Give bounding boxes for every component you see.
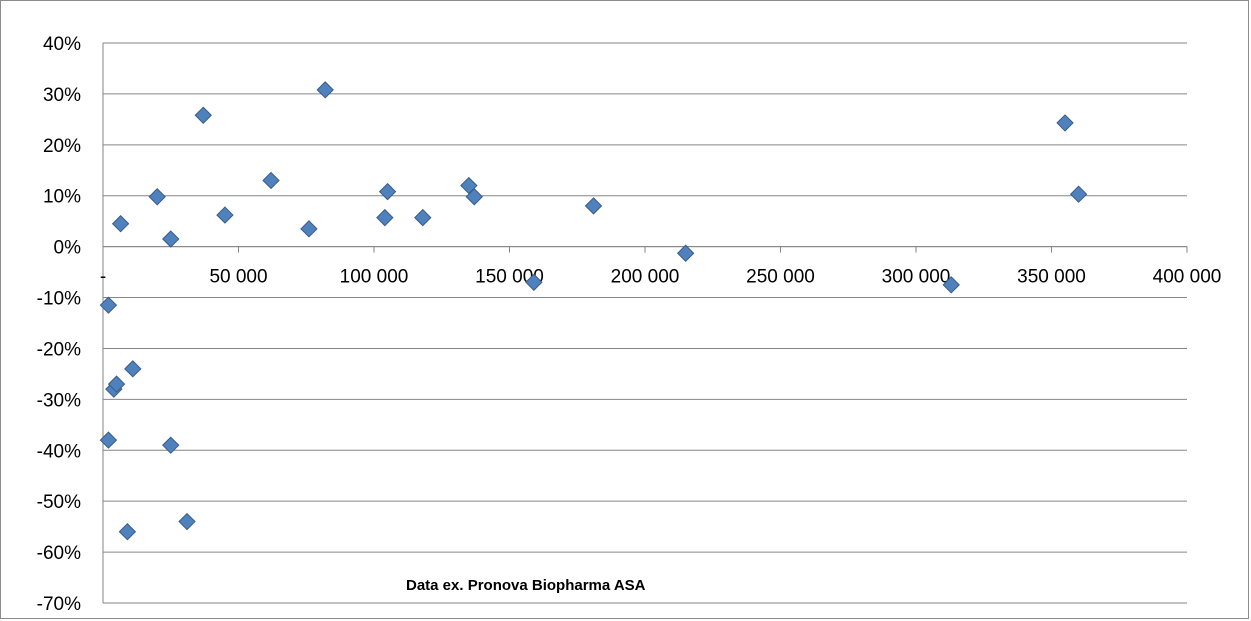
y-tick-label: 30% (43, 85, 81, 106)
data-point (300, 220, 318, 238)
data-point (148, 188, 166, 206)
x-tick-label: 250 000 (746, 267, 815, 288)
data-point (162, 230, 180, 248)
data-point (107, 375, 126, 393)
y-tick-label: -40% (37, 441, 81, 462)
data-point (676, 244, 695, 262)
data-point (316, 81, 334, 99)
data-point (194, 106, 212, 124)
y-tick-label: -60% (37, 543, 81, 564)
x-tick-label: 300 000 (882, 267, 951, 288)
data-point (216, 206, 234, 224)
y-tick-labels: 40% 30% 20% 10% 0% -10% -20% -30% -40% -50% -60% -7… (37, 34, 81, 615)
x-tick-label: 350 000 (1017, 267, 1086, 288)
gridlines (103, 42, 1187, 604)
data-point (414, 208, 432, 227)
y-tick-label: 0% (54, 238, 82, 259)
y-tick-label: -70% (37, 594, 81, 615)
x-tick-labels: -50 000 100 000 150 000 200 000 250 000 300 0… (100, 267, 1222, 288)
y-tick-label: 40% (43, 34, 81, 55)
x-tick-label: 400 000 (1153, 267, 1222, 288)
data-point (162, 436, 180, 454)
data-point (942, 276, 960, 294)
y-tick-label: -50% (37, 492, 81, 513)
axes (102, 43, 1188, 603)
x-tick-label: 200 000 (611, 267, 680, 288)
data-point (178, 512, 196, 531)
data-point (525, 273, 543, 291)
data-point (1056, 114, 1074, 132)
data-points (99, 81, 1088, 541)
y-tick-label: -30% (37, 390, 81, 411)
data-point (1069, 185, 1088, 203)
y-tick-label: 10% (43, 187, 81, 208)
y-tick-label: 20% (43, 136, 81, 157)
data-point (378, 182, 397, 201)
y-tick-label: -20% (37, 339, 81, 360)
data-point (262, 171, 280, 190)
data-point (118, 523, 137, 541)
x-tick-label: 50 000 (209, 267, 267, 288)
data-point (111, 215, 130, 233)
data-point (99, 431, 118, 449)
data-point (376, 208, 394, 227)
data-point (584, 197, 603, 215)
x-tick-label: - (100, 267, 106, 288)
source-annotation: Data ex. Pronova Biopharma ASA (406, 577, 646, 594)
data-point (124, 360, 142, 378)
x-tick-label: 100 000 (340, 267, 409, 288)
y-tick-label: -10% (37, 289, 81, 310)
data-point (465, 188, 483, 206)
data-point (99, 296, 118, 314)
